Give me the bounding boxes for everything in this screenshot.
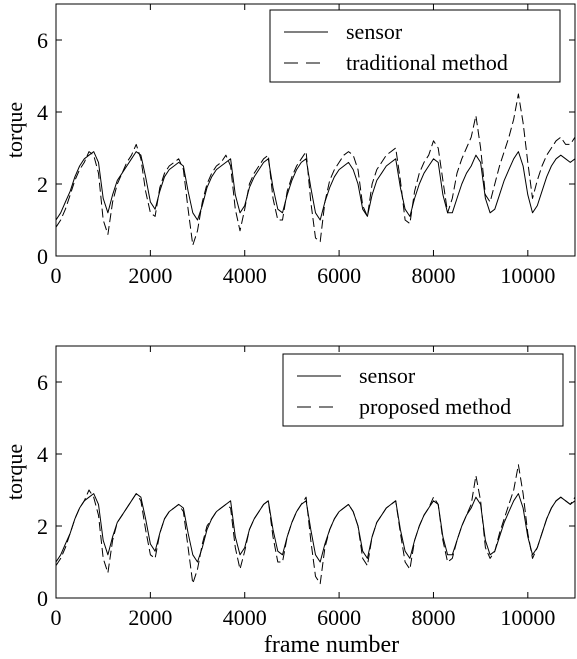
y-tick-label: 6 — [37, 28, 48, 53]
y-axis-label: torque — [2, 444, 27, 500]
x-tick-label: 0 — [51, 605, 62, 630]
plot-frame — [55, 345, 576, 599]
y-tick-label: 2 — [37, 514, 48, 539]
x-tick-label: 4000 — [223, 263, 267, 288]
x-tick-label: 4000 — [223, 605, 267, 630]
legend-label-proposed-method: proposed method — [359, 394, 511, 419]
x-tick-label: 10000 — [500, 263, 555, 288]
x-tick-label: 6000 — [317, 263, 361, 288]
legend-box — [282, 353, 564, 427]
chart-panel-1: 0 2000 4000 6000 8000 10000 0 2 4 6 torque sensor tr… — [2, 3, 576, 288]
legend-label-traditional-method: traditional method — [346, 50, 508, 75]
series-line-traditional-method — [55, 93, 576, 246]
y-axis-label: torque — [2, 102, 27, 158]
y-tick-label: 0 — [37, 586, 48, 611]
x-tick-label: 0 — [51, 263, 62, 288]
legend-label-sensor: sensor — [346, 19, 403, 44]
legend-box — [269, 9, 561, 83]
x-tick-label: 2000 — [128, 263, 172, 288]
legend-label-sensor: sensor — [359, 363, 416, 388]
x-axis-label: frame number — [264, 632, 399, 658]
series-line-sensor — [55, 493, 576, 563]
y-tick-label: 4 — [37, 100, 48, 125]
x-tick-label: 8000 — [411, 605, 455, 630]
y-tick-label: 2 — [37, 172, 48, 197]
chart-panel-2: 0 2000 4000 6000 8000 10000 0 2 4 6 torque frame nu… — [2, 345, 576, 658]
x-tick-label: 8000 — [411, 263, 455, 288]
series-line-proposed-method — [55, 464, 576, 585]
series-line-sensor — [55, 151, 576, 221]
y-tick-label: 4 — [37, 442, 48, 467]
x-tick-label: 2000 — [128, 605, 172, 630]
x-tick-label: 10000 — [500, 605, 555, 630]
plot-frame — [55, 3, 576, 257]
x-tick-label: 6000 — [317, 605, 361, 630]
y-tick-label: 6 — [37, 370, 48, 395]
y-tick-label: 0 — [37, 244, 48, 269]
